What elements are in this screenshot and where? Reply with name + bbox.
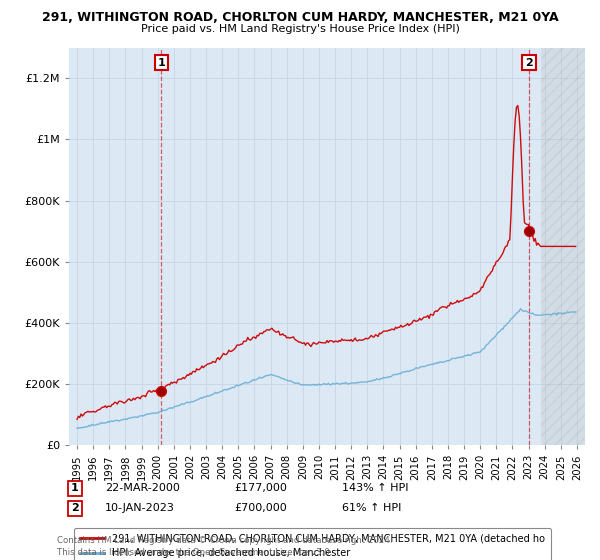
Text: £700,000: £700,000: [234, 503, 287, 514]
Text: 2: 2: [71, 503, 79, 514]
Bar: [541, 48, 585, 445]
Text: Contains HM Land Registry data © Crown copyright and database right 2024.
This d: Contains HM Land Registry data © Crown c…: [57, 536, 392, 557]
Text: 10-JAN-2023: 10-JAN-2023: [105, 503, 175, 514]
Text: 143% ↑ HPI: 143% ↑ HPI: [342, 483, 409, 493]
Text: £177,000: £177,000: [234, 483, 287, 493]
Legend: 291, WITHINGTON ROAD, CHORLTON CUM HARDY, MANCHESTER, M21 0YA (detached ho, HPI:: 291, WITHINGTON ROAD, CHORLTON CUM HARDY…: [74, 528, 551, 560]
Text: 291, WITHINGTON ROAD, CHORLTON CUM HARDY, MANCHESTER, M21 0YA: 291, WITHINGTON ROAD, CHORLTON CUM HARDY…: [41, 11, 559, 24]
Text: Price paid vs. HM Land Registry's House Price Index (HPI): Price paid vs. HM Land Registry's House …: [140, 24, 460, 34]
Text: 2: 2: [525, 58, 533, 68]
Text: 61% ↑ HPI: 61% ↑ HPI: [342, 503, 401, 514]
Text: 1: 1: [71, 483, 79, 493]
Text: 22-MAR-2000: 22-MAR-2000: [105, 483, 180, 493]
Text: 1: 1: [157, 58, 165, 68]
Bar: [541, 48, 585, 445]
